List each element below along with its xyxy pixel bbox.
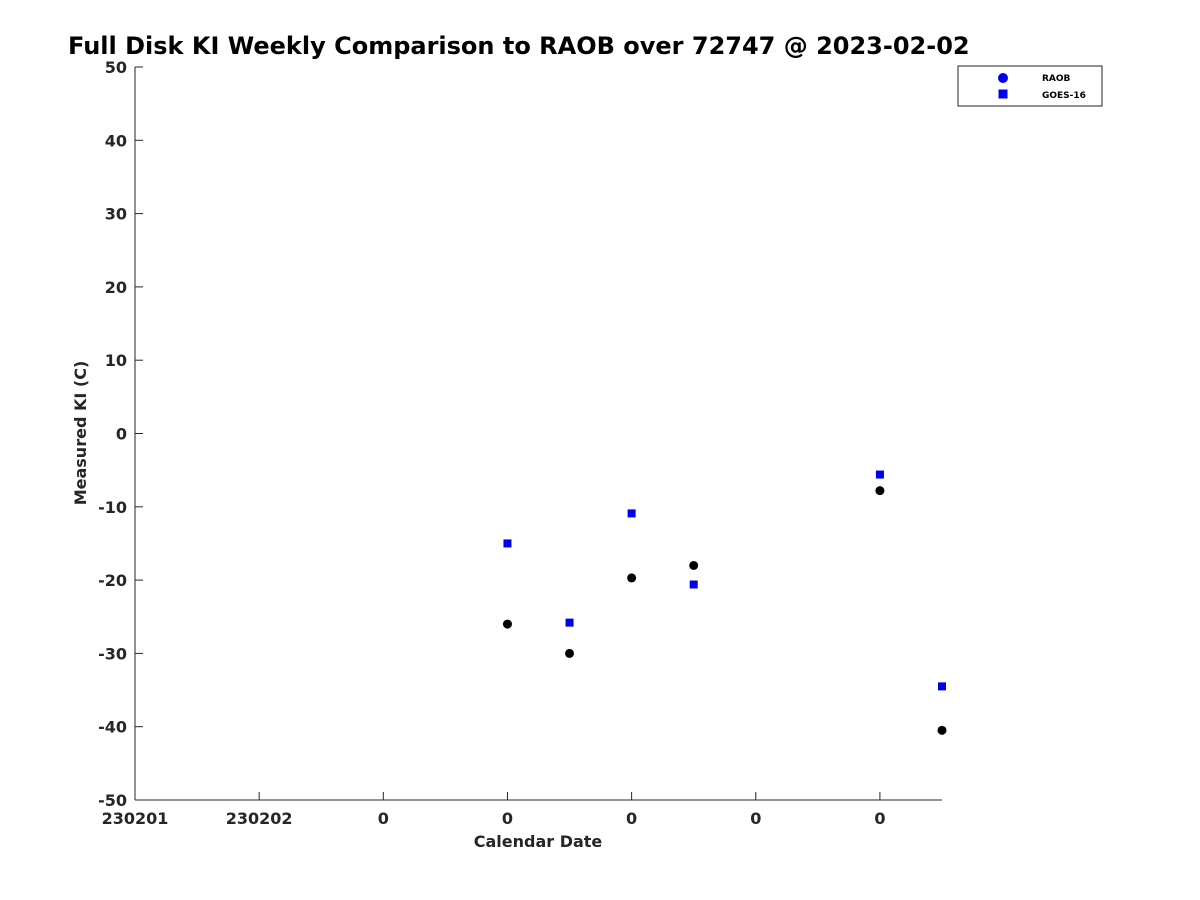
- data-point: [689, 580, 698, 589]
- legend-marker-goes16: [998, 89, 1008, 99]
- x-tick-label: 0: [626, 809, 637, 828]
- y-tick-label: -50: [98, 791, 127, 810]
- y-tick-label: 0: [116, 425, 127, 444]
- data-point: [875, 486, 885, 496]
- y-tick-label: -10: [98, 498, 127, 517]
- y-axis-ticks: 50 40 30 20 10 0 -10 -20 -30 -40 -50: [98, 58, 143, 810]
- data-point: [503, 539, 512, 548]
- y-tick-label: -30: [98, 644, 127, 663]
- legend-marker-raob: [998, 73, 1008, 83]
- legend: RAOB GOES-16: [957, 65, 1103, 107]
- data-point: [875, 470, 884, 479]
- y-tick-label: -20: [98, 571, 127, 590]
- series-goes-16: [503, 470, 946, 691]
- x-tick-label: 230202: [226, 809, 293, 828]
- y-tick-label: 20: [105, 278, 127, 297]
- y-tick-label: 40: [105, 131, 127, 150]
- data-point: [689, 560, 699, 570]
- x-tick-label: 0: [874, 809, 885, 828]
- data-series: [502, 470, 947, 735]
- x-axis-label: Calendar Date: [474, 832, 603, 851]
- legend-label-raob: RAOB: [1042, 74, 1071, 84]
- y-tick-label: 30: [105, 205, 127, 224]
- x-axis-ticks: 230201 230202 0 0 0 0 0: [102, 792, 885, 828]
- data-point: [502, 619, 512, 629]
- legend-box: [957, 65, 1103, 107]
- data-point: [938, 682, 946, 691]
- data-point: [627, 509, 636, 518]
- plot-area: [134, 67, 942, 801]
- x-tick-label: 0: [378, 809, 389, 828]
- data-point: [565, 618, 574, 627]
- x-tick-label: 0: [750, 809, 761, 828]
- data-point: [565, 648, 575, 658]
- chart-title: Full Disk KI Weekly Comparison to RAOB o…: [68, 32, 970, 60]
- y-tick-label: 50: [105, 58, 127, 77]
- data-point: [627, 573, 637, 583]
- series-raob: [502, 486, 947, 735]
- y-axis-label: Measured KI (C): [71, 361, 90, 506]
- data-point: [937, 725, 947, 735]
- y-tick-label: -40: [98, 718, 127, 737]
- legend-label-goes16: GOES-16: [1042, 91, 1086, 101]
- x-tick-label: 230201: [102, 809, 169, 828]
- y-tick-label: 10: [105, 351, 127, 370]
- x-tick-label: 0: [502, 809, 513, 828]
